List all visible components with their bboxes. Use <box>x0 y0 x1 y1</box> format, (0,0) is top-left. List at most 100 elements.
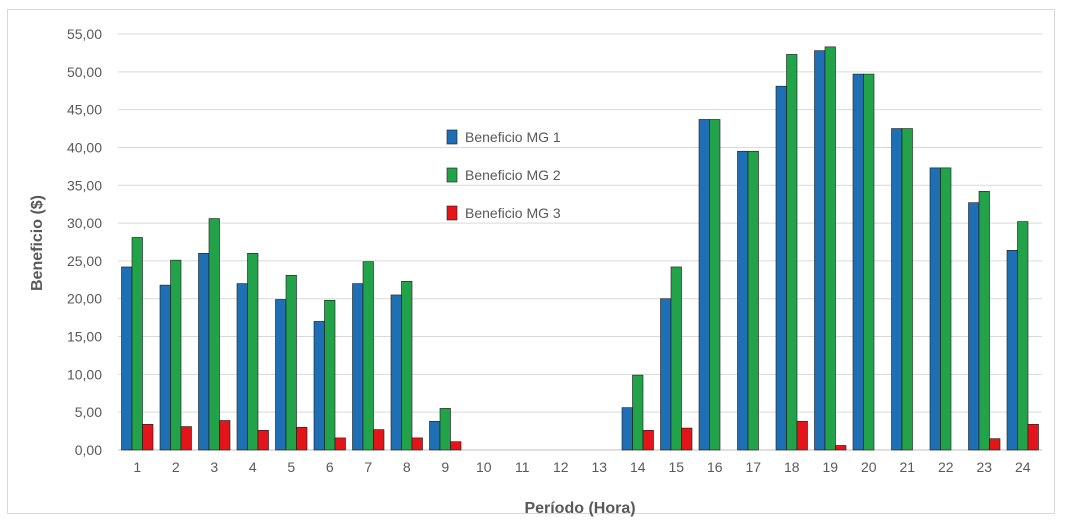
x-tick-label: 4 <box>249 459 257 475</box>
bar-beneficio-mg-1-7 <box>352 283 364 451</box>
bar-beneficio-mg-1-8 <box>390 294 402 451</box>
bar-beneficio-mg-1-6 <box>313 321 325 451</box>
bar-beneficio-mg-2-22 <box>940 167 952 451</box>
x-tick-label: 20 <box>861 459 877 475</box>
bar-beneficio-mg-2-2 <box>170 259 182 451</box>
legend-swatch <box>446 205 458 221</box>
bar-beneficio-mg-2-15 <box>670 266 682 451</box>
y-tick-label: 40,00 <box>67 139 102 155</box>
bar-beneficio-mg-3-5 <box>296 427 308 451</box>
y-tick-labels: 0,00 5,00 10,00 15,00 20,00 25,00 30,00 35,00 40… <box>67 26 102 458</box>
bar-beneficio-mg-1-21 <box>891 128 903 451</box>
legend: Beneficio MG 1 Beneficio MG 2 Beneficio MG… <box>446 129 561 221</box>
bar-beneficio-mg-2-3 <box>208 218 220 451</box>
x-tick-label: 8 <box>403 459 411 475</box>
bar-beneficio-mg-3-14 <box>642 430 654 451</box>
bar-beneficio-mg-2-16 <box>709 119 721 451</box>
y-tick-label: 35,00 <box>67 177 102 193</box>
legend-label: Beneficio MG 1 <box>465 129 561 145</box>
x-tick-label: 3 <box>210 459 218 475</box>
y-axis-title: Beneficio ($) <box>29 195 46 291</box>
y-tick-label: 45,00 <box>67 102 102 118</box>
bars <box>121 46 1039 451</box>
legend-label: Beneficio MG 2 <box>465 167 561 183</box>
x-tick-label: 24 <box>1015 459 1031 475</box>
bar-beneficio-mg-2-18 <box>786 54 798 451</box>
x-tick-label: 19 <box>822 459 838 475</box>
x-tick-label: 7 <box>364 459 372 475</box>
bar-beneficio-mg-1-16 <box>698 119 710 451</box>
bar-beneficio-mg-2-14 <box>632 374 644 451</box>
bar-beneficio-mg-3-7 <box>373 429 385 451</box>
legend-label: Beneficio MG 3 <box>465 205 561 221</box>
bar-beneficio-mg-2-21 <box>901 128 913 451</box>
bar-beneficio-mg-3-9 <box>450 441 462 451</box>
bar-beneficio-mg-3-2 <box>180 426 192 451</box>
bar-beneficio-mg-1-3 <box>198 253 210 451</box>
bar-beneficio-mg-2-23 <box>978 191 990 451</box>
x-tick-label: 23 <box>976 459 992 475</box>
y-tick-label: 10,00 <box>67 366 102 382</box>
bar-beneficio-mg-2-1 <box>131 237 143 451</box>
x-tick-label: 13 <box>591 459 607 475</box>
bar-beneficio-mg-1-20 <box>852 73 864 451</box>
bar-beneficio-mg-3-1 <box>142 423 154 451</box>
bar-beneficio-mg-1-24 <box>1006 250 1018 451</box>
x-tick-label: 17 <box>745 459 761 475</box>
bar-beneficio-mg-1-23 <box>968 202 980 451</box>
bar-beneficio-mg-1-4 <box>236 283 248 451</box>
x-tick-labels: 1 2 3 4 5 6 7 8 9 10 11 12 13 14 15 16 17 18 19 20 21 22 23 24 <box>133 459 1030 475</box>
y-tick-label: 15,00 <box>67 329 102 345</box>
x-tick-label: 22 <box>938 459 954 475</box>
x-tick-label: 2 <box>172 459 180 475</box>
bar-beneficio-mg-2-19 <box>824 46 836 451</box>
bar-beneficio-mg-1-15 <box>660 298 672 451</box>
bar-beneficio-mg-2-8 <box>401 281 413 451</box>
x-tick-label: 10 <box>476 459 492 475</box>
bar-beneficio-mg-1-14 <box>621 407 633 451</box>
bar-beneficio-mg-3-15 <box>681 427 693 451</box>
gridlines <box>118 33 1042 451</box>
x-tick-label: 21 <box>899 459 915 475</box>
x-tick-label: 9 <box>441 459 449 475</box>
bar-beneficio-mg-1-18 <box>775 85 787 451</box>
bar-beneficio-mg-3-23 <box>989 438 1001 451</box>
x-tick-label: 18 <box>784 459 800 475</box>
y-tick-label: 0,00 <box>75 442 102 458</box>
bar-beneficio-mg-2-20 <box>863 73 875 451</box>
x-tick-label: 16 <box>707 459 723 475</box>
x-tick-label: 14 <box>630 459 646 475</box>
y-tick-label: 25,00 <box>67 253 102 269</box>
x-tick-label: 5 <box>287 459 295 475</box>
bar-beneficio-mg-1-5 <box>275 299 287 451</box>
bar-beneficio-mg-2-6 <box>324 299 336 451</box>
bar-beneficio-mg-1-1 <box>121 266 133 451</box>
bar-beneficio-mg-3-4 <box>257 430 269 451</box>
legend-swatch <box>446 167 458 183</box>
bar-beneficio-mg-3-3 <box>219 420 231 451</box>
x-tick-label: 11 <box>515 459 530 475</box>
bar-beneficio-mg-2-7 <box>362 261 374 451</box>
bar-beneficio-mg-2-4 <box>247 253 259 451</box>
y-tick-label: 55,00 <box>67 26 102 42</box>
y-tick-label: 30,00 <box>67 215 102 231</box>
bar-beneficio-mg-3-18 <box>796 420 808 451</box>
bar-beneficio-mg-1-19 <box>814 50 826 451</box>
bar-beneficio-mg-2-9 <box>439 408 451 451</box>
y-tick-label: 20,00 <box>67 291 102 307</box>
bar-beneficio-mg-1-9 <box>429 420 441 451</box>
y-tick-label: 50,00 <box>67 64 102 80</box>
x-axis-title: Período (Hora) <box>524 500 635 517</box>
x-tick-label: 12 <box>553 459 569 475</box>
bar-beneficio-mg-3-8 <box>411 437 423 451</box>
bar-beneficio-mg-3-24 <box>1027 423 1039 451</box>
y-tick-label: 5,00 <box>75 404 102 420</box>
bar-beneficio-mg-2-17 <box>747 150 759 451</box>
bar-beneficio-mg-3-6 <box>334 437 346 451</box>
x-tick-label: 1 <box>133 459 141 475</box>
legend-swatch <box>446 129 458 145</box>
bar-beneficio-mg-1-2 <box>159 284 171 451</box>
x-tick-label: 15 <box>668 459 684 475</box>
bar-beneficio-mg-3-19 <box>835 445 847 451</box>
